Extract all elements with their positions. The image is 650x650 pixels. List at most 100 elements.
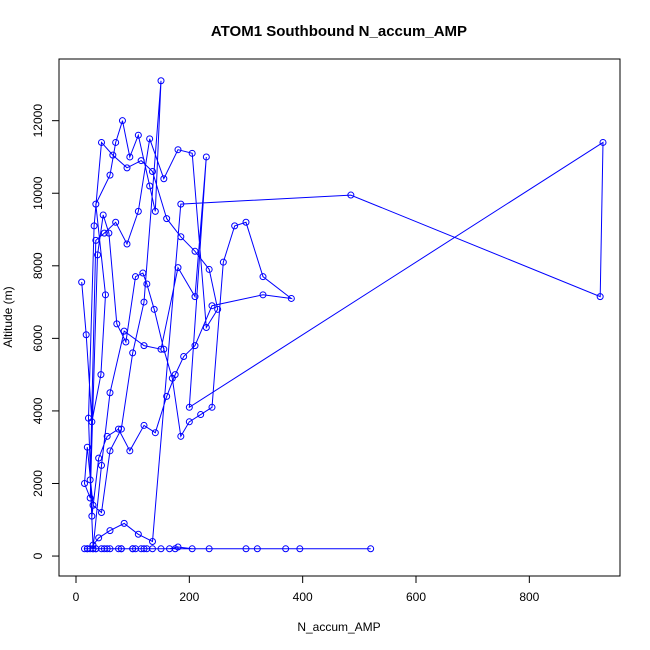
data-point bbox=[157, 77, 165, 85]
data-point bbox=[160, 175, 168, 183]
data-point bbox=[205, 545, 213, 553]
data-point bbox=[596, 293, 604, 301]
data-point bbox=[118, 117, 126, 125]
data-point bbox=[106, 527, 114, 535]
data-point bbox=[100, 229, 108, 237]
data-point bbox=[115, 425, 122, 433]
data-point bbox=[122, 338, 130, 346]
data-point bbox=[151, 207, 159, 215]
data-point bbox=[599, 138, 607, 146]
data-point bbox=[214, 305, 222, 313]
data-point bbox=[113, 320, 121, 328]
data-point bbox=[166, 545, 173, 553]
data-point bbox=[88, 512, 96, 520]
data-point bbox=[174, 264, 182, 272]
plot-frame bbox=[58, 58, 621, 577]
x-tick-label: 400 bbox=[293, 590, 313, 604]
data-point bbox=[112, 218, 120, 226]
y-tick-label: 2000 bbox=[31, 470, 45, 497]
data-point bbox=[149, 167, 156, 175]
data-point bbox=[78, 278, 86, 286]
data-point bbox=[287, 294, 295, 302]
data-point bbox=[219, 258, 227, 266]
data-point bbox=[84, 414, 92, 422]
data-point bbox=[94, 251, 102, 259]
data-point bbox=[282, 545, 290, 553]
x-tick-label: 0 bbox=[73, 590, 80, 604]
series-line bbox=[81, 80, 604, 550]
data-point bbox=[134, 530, 142, 538]
x-axis: 0 200 400 600 800 bbox=[73, 576, 540, 604]
data-point bbox=[191, 247, 199, 255]
data-point bbox=[140, 298, 148, 306]
data-point bbox=[105, 229, 113, 237]
y-tick-label: 10000 bbox=[31, 176, 45, 210]
data-point bbox=[117, 425, 125, 433]
data-point bbox=[185, 403, 193, 411]
data-point bbox=[242, 218, 250, 226]
data-point bbox=[191, 342, 199, 350]
data-point bbox=[120, 519, 128, 527]
data-point bbox=[137, 157, 145, 165]
data-series bbox=[78, 77, 607, 553]
data-point bbox=[177, 233, 185, 241]
data-point bbox=[83, 443, 91, 451]
data-point bbox=[90, 222, 98, 230]
data-point bbox=[140, 342, 148, 350]
y-tick-label: 8000 bbox=[31, 252, 45, 279]
data-point bbox=[95, 454, 103, 462]
data-point bbox=[177, 432, 185, 440]
data-point bbox=[92, 200, 100, 208]
data-point bbox=[174, 146, 182, 154]
data-point bbox=[163, 215, 171, 223]
x-tick-label: 600 bbox=[406, 590, 426, 604]
data-point bbox=[112, 138, 120, 146]
data-point bbox=[191, 293, 199, 301]
data-point bbox=[242, 545, 250, 553]
data-point bbox=[126, 153, 134, 161]
data-point bbox=[98, 138, 105, 146]
data-point bbox=[259, 291, 267, 299]
data-point bbox=[202, 323, 210, 331]
data-point bbox=[134, 131, 142, 139]
data-point bbox=[150, 305, 158, 313]
data-point bbox=[149, 545, 156, 553]
chart-title: ATOM1 Southbound N_accum_AMP bbox=[211, 23, 467, 40]
data-point bbox=[140, 421, 148, 429]
data-point bbox=[134, 207, 142, 215]
x-tick-label: 800 bbox=[519, 590, 539, 604]
data-point bbox=[137, 545, 145, 553]
y-tick-label: 4000 bbox=[31, 397, 45, 424]
data-point bbox=[106, 447, 114, 455]
y-axis: 0 2000 4000 6000 8000 10000 12000 bbox=[31, 104, 59, 559]
data-point bbox=[123, 240, 131, 248]
data-point bbox=[126, 447, 134, 455]
data-point bbox=[140, 545, 148, 553]
y-axis-label: Altitude (m) bbox=[1, 286, 15, 347]
data-point bbox=[120, 327, 128, 335]
x-tick-label: 200 bbox=[179, 590, 199, 604]
data-point bbox=[146, 135, 154, 143]
data-point bbox=[129, 545, 137, 553]
data-point bbox=[86, 476, 94, 484]
data-point bbox=[197, 411, 205, 419]
data-point bbox=[296, 545, 304, 553]
data-point bbox=[86, 494, 94, 502]
data-point bbox=[188, 149, 196, 157]
data-point bbox=[101, 291, 109, 299]
data-point bbox=[123, 164, 131, 172]
data-point bbox=[185, 418, 193, 426]
data-point bbox=[160, 345, 168, 353]
data-point bbox=[81, 479, 88, 487]
data-point bbox=[98, 509, 105, 517]
data-point bbox=[171, 371, 179, 379]
data-point bbox=[259, 273, 267, 281]
data-point bbox=[99, 211, 107, 219]
data-point bbox=[89, 501, 97, 509]
data-point bbox=[253, 545, 261, 553]
data-point bbox=[188, 545, 196, 553]
data-point bbox=[106, 171, 114, 179]
data-point bbox=[180, 353, 188, 361]
data-point bbox=[117, 545, 125, 553]
data-point bbox=[205, 265, 213, 273]
